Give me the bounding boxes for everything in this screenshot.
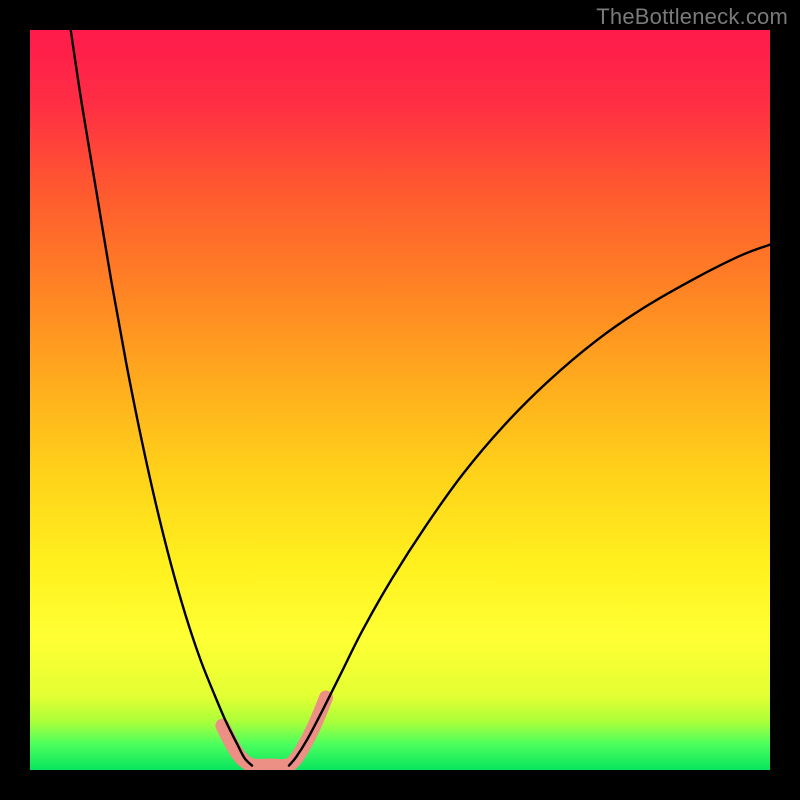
chart-stage: TheBottleneck.com xyxy=(0,0,800,800)
bottleneck-curve-chart xyxy=(0,0,800,800)
